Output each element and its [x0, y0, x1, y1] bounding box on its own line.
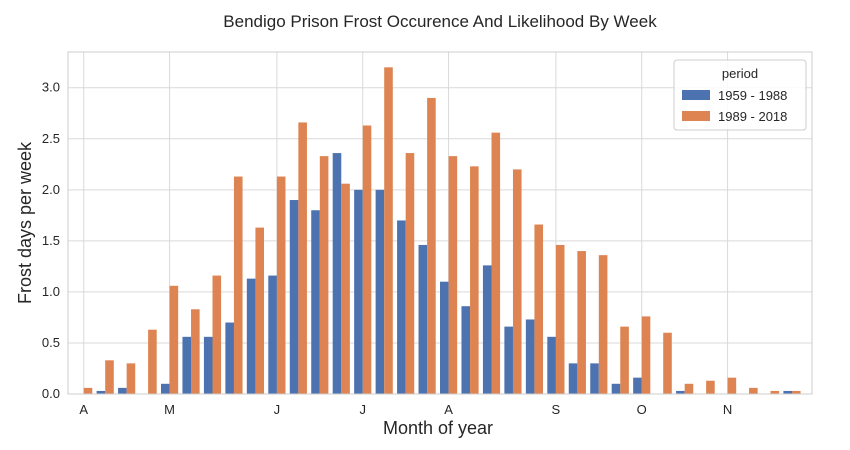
x-tick-label: J — [359, 402, 366, 417]
bar-period-1 — [203, 336, 213, 394]
bar-period-1 — [332, 153, 342, 394]
bar-period-2 — [684, 383, 694, 394]
bar-period-2 — [191, 309, 200, 394]
bar-period-1 — [118, 387, 127, 394]
bar-period-1 — [676, 390, 685, 394]
bar-period-1 — [568, 363, 578, 394]
legend-entry: 1959 - 1988 — [718, 88, 787, 103]
chart-title: Bendigo Prison Frost Occurence And Likel… — [223, 12, 657, 31]
bar-period-1 — [547, 336, 556, 394]
bar-period-2 — [362, 125, 372, 394]
y-axis-label: Frost days per week — [15, 141, 35, 304]
bar-period-1 — [783, 390, 792, 394]
bar-period-2 — [169, 285, 179, 394]
bar-period-2 — [148, 329, 157, 394]
bar-period-2 — [470, 166, 479, 394]
bar-period-2 — [341, 183, 350, 394]
bar-period-2 — [555, 244, 565, 394]
x-tick-label: O — [637, 402, 647, 417]
bar-period-2 — [727, 377, 737, 394]
bar-period-2 — [791, 390, 801, 394]
bar-period-2 — [641, 316, 651, 394]
bar-period-2 — [749, 387, 758, 394]
bar-period-2 — [770, 390, 780, 394]
bar-period-1 — [525, 319, 535, 394]
bar-period-1 — [268, 275, 277, 394]
bar-period-2 — [105, 360, 114, 394]
y-tick-labels: 0.0 0.5 1.0 1.5 2.0 2.5 3.0 — [42, 80, 60, 401]
bar-period-1 — [504, 326, 513, 394]
bar-period-1 — [246, 278, 256, 394]
bar-period-1 — [461, 306, 471, 394]
bar-period-1 — [375, 189, 385, 394]
x-axis-label: Month of year — [383, 418, 493, 438]
bar-period-1 — [311, 210, 320, 394]
bar-period-2 — [491, 132, 501, 394]
bar-period-2 — [384, 67, 393, 395]
bars — [83, 67, 801, 395]
legend-title: period — [722, 66, 758, 81]
bar-period-1 — [289, 200, 299, 394]
bar-period-2 — [126, 363, 136, 394]
legend-swatch — [682, 111, 710, 121]
legend-entry: 1989 - 2018 — [718, 109, 787, 124]
bar-period-1 — [418, 244, 428, 394]
bar-period-2 — [598, 255, 608, 394]
legend-swatch — [682, 90, 710, 100]
x-tick-label: S — [552, 402, 561, 417]
bar-period-1 — [96, 390, 106, 394]
bar-period-2 — [212, 275, 222, 394]
bar-period-2 — [233, 176, 243, 394]
bar-period-2 — [255, 227, 265, 394]
bar-period-1 — [482, 265, 492, 394]
y-tick-label: 3.0 — [42, 80, 60, 95]
y-tick-label: 2.0 — [42, 182, 60, 197]
bar-period-2 — [663, 332, 672, 394]
y-tick-label: 2.5 — [42, 131, 60, 146]
x-tick-label: N — [723, 402, 732, 417]
bar-period-2 — [319, 156, 329, 394]
bar-period-2 — [512, 169, 522, 394]
bar-period-1 — [590, 363, 599, 394]
y-tick-label: 1.5 — [42, 233, 60, 248]
bar-period-1 — [160, 383, 170, 394]
bar-period-2 — [448, 156, 458, 394]
y-tick-label: 1.0 — [42, 284, 60, 299]
bar-period-1 — [225, 322, 234, 394]
bar-period-1 — [397, 220, 406, 394]
bar-period-2 — [298, 122, 307, 395]
bar-period-2 — [706, 380, 715, 394]
x-tick-label: A — [444, 402, 453, 417]
x-tick-label: J — [274, 402, 281, 417]
y-tick-label: 0.5 — [42, 335, 60, 350]
bar-period-2 — [534, 224, 544, 394]
bar-period-2 — [577, 251, 586, 394]
bar-period-2 — [620, 326, 629, 394]
bar-period-1 — [354, 189, 363, 394]
bar-period-1 — [440, 281, 449, 394]
bar-period-2 — [405, 153, 415, 394]
bar-period-2 — [427, 97, 436, 394]
bar-period-1 — [611, 383, 621, 394]
bar-period-2 — [276, 176, 286, 394]
x-tick-label: A — [79, 402, 88, 417]
bar-period-1 — [182, 336, 192, 394]
y-tick-label: 0.0 — [42, 386, 60, 401]
grid-lines — [68, 52, 812, 394]
legend: period 1959 - 1988 1989 - 2018 — [673, 59, 807, 131]
bar-period-2 — [83, 387, 93, 394]
plot-frame — [67, 51, 813, 395]
x-tick-label: M — [164, 402, 175, 417]
bar-period-1 — [633, 377, 642, 394]
